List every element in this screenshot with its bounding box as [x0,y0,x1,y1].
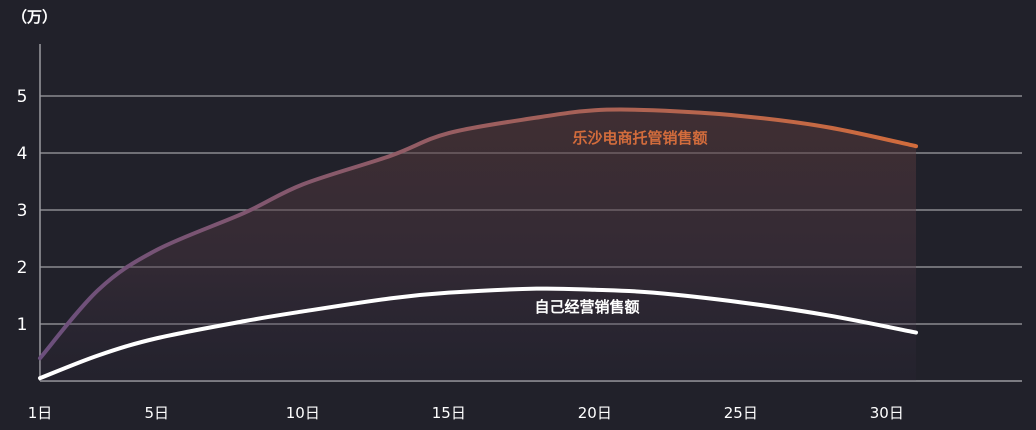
y-tick-label: 5 [17,87,28,107]
x-tick-label: 20日 [578,404,612,422]
y-unit-label: （万） [12,8,57,26]
x-tick-label: 25日 [724,404,758,422]
x-tick-label: 30日 [870,404,904,422]
y-tick-label: 2 [17,258,28,278]
managed-sales-label: 乐沙电商托管销售额 [572,129,707,147]
x-tick-label: 10日 [286,404,320,422]
y-tick-labels: 1 2 3 4 5 [17,87,28,335]
x-tick-label: 15日 [432,404,466,422]
managed-sales-line [38,107,918,361]
y-tick-label: 3 [17,201,28,221]
x-tick-label: 1日 [28,404,53,422]
managed-sales-area [40,109,916,381]
x-tick-label: 5日 [145,404,170,422]
y-tick-label: 1 [17,315,28,335]
own-sales-line [38,286,918,381]
x-tick-labels: 1日 5日 10日 15日 20日 25日 30日 [28,404,904,422]
own-sales-label: 自己经营销售额 [534,298,639,316]
y-tick-label: 4 [17,144,28,164]
